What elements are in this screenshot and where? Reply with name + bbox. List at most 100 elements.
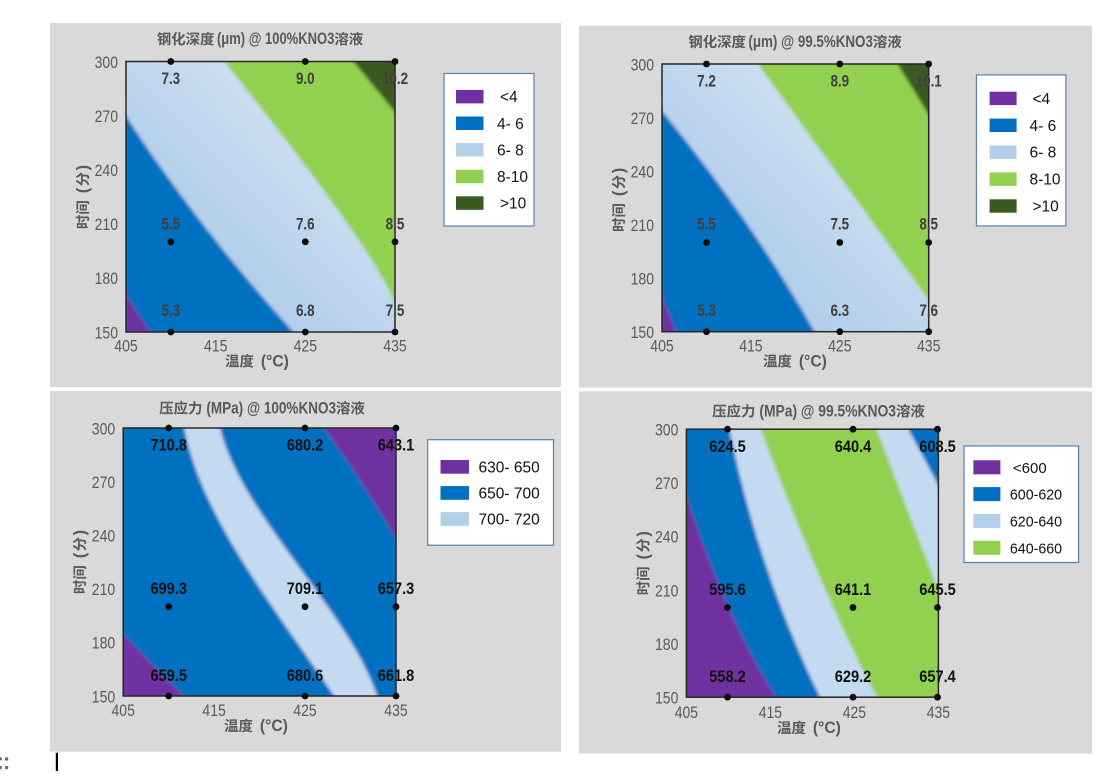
svg-text:643.1: 643.1 (378, 436, 415, 454)
svg-text:7.6: 7.6 (296, 215, 315, 233)
svg-text:240: 240 (655, 528, 678, 547)
svg-text:210: 210 (95, 215, 118, 234)
svg-text:661.8: 661.8 (378, 667, 415, 685)
svg-text:558.2: 558.2 (709, 668, 746, 686)
svg-text:): ) (71, 530, 89, 535)
svg-text:270: 270 (95, 107, 118, 126)
svg-text:(μm) @ 99.5%KNO3: (μm) @ 99.5%KNO3 (748, 33, 873, 51)
svg-text:9.0: 9.0 (296, 70, 315, 88)
svg-text:7.5: 7.5 (386, 302, 405, 320)
svg-text:(°C): (°C) (813, 719, 841, 737)
svg-text:8.5: 8.5 (386, 215, 405, 233)
svg-text:5.3: 5.3 (697, 302, 716, 320)
svg-text:300: 300 (95, 53, 118, 72)
svg-text:630- 650: 630- 650 (479, 459, 541, 476)
svg-text:7.2: 7.2 (697, 73, 716, 91)
svg-text:415: 415 (204, 337, 227, 356)
svg-text:6- 8: 6- 8 (1030, 145, 1057, 162)
svg-text:8-10: 8-10 (497, 169, 528, 186)
svg-text:): ) (610, 168, 628, 173)
svg-text:240: 240 (631, 162, 654, 181)
svg-text:415: 415 (759, 703, 782, 722)
svg-text:(°C): (°C) (260, 717, 288, 735)
svg-text:300: 300 (631, 55, 654, 74)
svg-text:10.1: 10.1 (916, 73, 942, 91)
svg-text:(°C): (°C) (799, 352, 827, 370)
svg-text:435: 435 (384, 701, 407, 720)
svg-text:645.5: 645.5 (919, 581, 956, 599)
svg-text:(: ( (610, 190, 628, 196)
svg-text:620-640: 620-640 (1010, 514, 1062, 531)
svg-text:270: 270 (631, 109, 654, 128)
svg-text:(: ( (634, 553, 652, 559)
svg-text:650- 700: 650- 700 (479, 485, 541, 502)
svg-text:640-660: 640-660 (1010, 540, 1062, 557)
svg-text:405: 405 (650, 337, 673, 356)
svg-text:4- 6: 4- 6 (1030, 118, 1057, 135)
svg-text:(μm) @ 100%KNO3: (μm) @ 100%KNO3 (217, 30, 334, 48)
svg-text:300: 300 (92, 419, 115, 438)
svg-text:680.6: 680.6 (287, 667, 324, 685)
svg-text:600-620: 600-620 (1010, 487, 1062, 504)
svg-text:300: 300 (655, 421, 678, 440)
svg-text:425: 425 (293, 701, 316, 720)
svg-text:150: 150 (655, 689, 678, 708)
svg-text:): ) (634, 531, 652, 536)
svg-text:425: 425 (294, 337, 317, 356)
svg-text:641.1: 641.1 (835, 581, 872, 599)
svg-text:700- 720: 700- 720 (479, 512, 541, 529)
svg-text:657.3: 657.3 (378, 580, 415, 598)
svg-text:270: 270 (655, 474, 678, 493)
svg-text:435: 435 (917, 337, 940, 356)
svg-text:6.3: 6.3 (830, 302, 849, 320)
svg-text:210: 210 (631, 216, 654, 235)
svg-text:435: 435 (927, 703, 950, 722)
svg-text:150: 150 (95, 323, 118, 342)
svg-text:710.8: 710.8 (150, 436, 187, 454)
svg-text:10.2: 10.2 (382, 70, 408, 88)
svg-text:709.1: 709.1 (287, 580, 324, 598)
svg-text:150: 150 (631, 323, 654, 342)
svg-text:5.5: 5.5 (161, 215, 180, 233)
svg-text:240: 240 (92, 527, 115, 546)
svg-text:<600: <600 (1013, 460, 1047, 477)
svg-text:624.5: 624.5 (709, 438, 746, 456)
svg-text:425: 425 (828, 337, 851, 356)
svg-text:435: 435 (383, 337, 406, 356)
svg-text:<4: <4 (1033, 91, 1051, 108)
svg-text:6- 8: 6- 8 (497, 142, 524, 159)
svg-text:180: 180 (92, 634, 115, 653)
svg-text:(MPa) @ 100%KNO3: (MPa) @ 100%KNO3 (206, 399, 336, 417)
svg-text:5.3: 5.3 (161, 302, 180, 320)
svg-text:150: 150 (92, 687, 115, 706)
svg-text:7.5: 7.5 (830, 215, 849, 233)
svg-text:(°C): (°C) (261, 352, 289, 370)
svg-text:180: 180 (655, 635, 678, 654)
svg-text:640.4: 640.4 (835, 438, 872, 456)
svg-text:(: ( (71, 552, 89, 558)
svg-text:699.3: 699.3 (150, 580, 187, 598)
svg-text:657.4: 657.4 (919, 668, 956, 686)
svg-text:7.3: 7.3 (161, 70, 180, 88)
svg-text:608.5: 608.5 (919, 438, 956, 456)
svg-text:5.5: 5.5 (697, 215, 716, 233)
svg-text:8.9: 8.9 (830, 73, 849, 91)
svg-text:415: 415 (739, 337, 762, 356)
svg-text:8-10: 8-10 (1030, 172, 1061, 189)
svg-text:210: 210 (655, 581, 678, 600)
svg-text:(: ( (74, 187, 92, 193)
svg-text:<4: <4 (500, 89, 518, 106)
svg-text:595.6: 595.6 (709, 581, 746, 599)
svg-text:): ) (74, 165, 92, 170)
svg-text:405: 405 (112, 701, 135, 720)
svg-text:415: 415 (202, 701, 225, 720)
svg-text:7.6: 7.6 (919, 302, 938, 320)
svg-text:6.8: 6.8 (296, 302, 315, 320)
svg-text:>10: >10 (500, 196, 527, 213)
svg-text:405: 405 (675, 703, 698, 722)
svg-text:405: 405 (114, 337, 137, 356)
svg-text:240: 240 (95, 161, 118, 180)
svg-text:4- 6: 4- 6 (497, 116, 524, 133)
svg-text:180: 180 (631, 270, 654, 289)
svg-text:659.5: 659.5 (150, 667, 187, 685)
